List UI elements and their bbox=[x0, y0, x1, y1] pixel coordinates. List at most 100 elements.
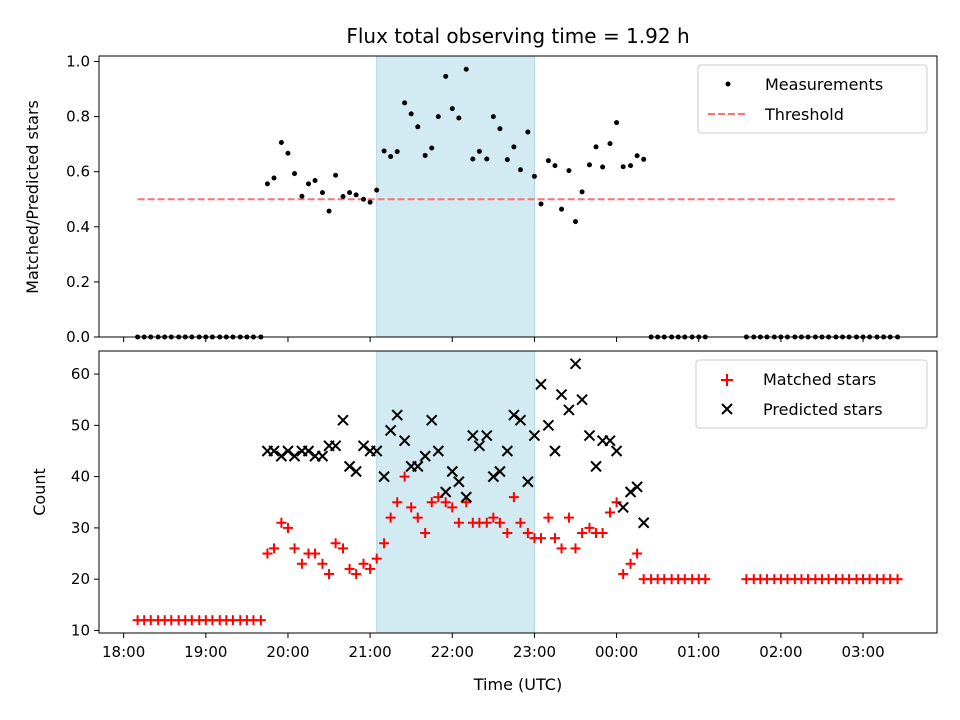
predicted-star-point bbox=[610, 445, 623, 457]
cross-bar bbox=[631, 481, 643, 493]
predicted-star-point bbox=[370, 445, 383, 457]
legend-measurements-label: Measurements bbox=[765, 75, 883, 94]
bottom-y-ticks: 10 20 30 40 50 60 bbox=[71, 365, 99, 639]
predicted-star-point bbox=[617, 501, 629, 514]
cross-bar bbox=[624, 486, 637, 498]
cross-bar bbox=[426, 414, 438, 426]
cross-bar bbox=[508, 409, 520, 421]
top-legend: Measurements Threshold bbox=[697, 64, 928, 134]
top-ylabel: Matched/Predicted stars bbox=[23, 100, 42, 294]
predicted-star-point bbox=[583, 429, 596, 442]
measurement-point bbox=[340, 194, 346, 199]
cross-bar bbox=[473, 440, 486, 452]
matched-star-point bbox=[358, 558, 369, 569]
cross-bar bbox=[610, 445, 623, 457]
cross-bar bbox=[494, 465, 506, 478]
predicted-star-point bbox=[439, 486, 452, 498]
measurement-point bbox=[607, 141, 613, 147]
matched-star-point bbox=[563, 512, 574, 523]
matched-star-point bbox=[406, 502, 417, 513]
bottom-legend-box bbox=[695, 359, 928, 429]
predicted-star-point bbox=[391, 409, 403, 421]
predicted-star-point bbox=[576, 394, 588, 406]
bottom-y-tick-label: 50 bbox=[71, 416, 90, 434]
measurement-point bbox=[634, 153, 640, 159]
measurement-point bbox=[641, 156, 647, 162]
matched-star-point bbox=[508, 492, 519, 503]
predicted-star-point bbox=[631, 481, 643, 493]
cross-bar bbox=[576, 394, 588, 406]
measurement-point bbox=[579, 189, 585, 195]
matched-star-point bbox=[338, 543, 349, 554]
cross-bar bbox=[481, 429, 493, 442]
chart-title: Flux total observing time = 1.92 h bbox=[346, 24, 689, 48]
matched-star-point bbox=[296, 558, 307, 569]
measurement-point bbox=[319, 190, 325, 196]
top-y-tick-label: 0.8 bbox=[66, 108, 90, 126]
matched-star-point bbox=[488, 512, 499, 523]
x-tick-label: 01:00 bbox=[677, 643, 720, 661]
matched-star-point bbox=[317, 558, 328, 569]
cross-bar bbox=[522, 476, 534, 488]
matched-star-point bbox=[577, 528, 588, 539]
bottom-legend: Matched stars Predicted stars bbox=[695, 359, 928, 429]
predicted-star-point bbox=[398, 435, 411, 447]
matched-star-point bbox=[494, 517, 505, 528]
legend-predicted-label: Predicted stars bbox=[763, 400, 883, 419]
predicted-star-point bbox=[419, 450, 431, 462]
matched-star-point bbox=[255, 615, 266, 626]
measurement-point bbox=[394, 149, 400, 155]
matched-star-point bbox=[453, 517, 464, 528]
cross-bar bbox=[487, 470, 500, 483]
measurement-point bbox=[600, 164, 606, 170]
predicted-star-point bbox=[528, 429, 541, 442]
cross-bar bbox=[384, 424, 397, 437]
predicted-star-point bbox=[549, 445, 561, 457]
cross-bar bbox=[337, 414, 349, 426]
predicted-star-point bbox=[432, 445, 445, 457]
matched-star-point bbox=[392, 497, 403, 508]
legend-matched-label: Matched stars bbox=[763, 370, 876, 389]
cross-bar bbox=[316, 450, 329, 462]
predicted-star-point bbox=[535, 378, 547, 391]
measurement-point bbox=[306, 181, 311, 187]
cross-bar bbox=[370, 445, 383, 457]
cross-bar bbox=[282, 445, 294, 457]
cross-bar bbox=[555, 388, 568, 401]
measurement-point bbox=[517, 167, 523, 173]
predicted-star-point bbox=[604, 435, 616, 447]
matched-star-point bbox=[536, 533, 547, 544]
matched-star-point bbox=[447, 502, 458, 513]
matched-star-point bbox=[420, 528, 431, 539]
cross-bar bbox=[453, 476, 465, 488]
matched-star-point bbox=[892, 574, 903, 585]
predicted-star-point bbox=[473, 440, 486, 452]
matched-star-point bbox=[461, 497, 472, 508]
predicted-star-point bbox=[590, 460, 602, 473]
top-y-tick-label: 0.4 bbox=[66, 218, 90, 236]
measurement-point bbox=[620, 164, 626, 170]
cross-bar bbox=[590, 460, 602, 473]
measurement-point bbox=[361, 196, 367, 202]
matched-star-point bbox=[522, 528, 533, 539]
cross-bar bbox=[542, 419, 555, 432]
matched-star-point bbox=[371, 553, 382, 564]
measurement-point bbox=[388, 154, 394, 160]
measurement-point bbox=[326, 208, 332, 214]
measurement-point bbox=[463, 66, 469, 72]
predicted-star-point bbox=[494, 465, 506, 478]
matched-star-point bbox=[570, 543, 581, 554]
measurement-point bbox=[628, 163, 634, 169]
matched-star-point bbox=[618, 569, 629, 580]
x-tick-label: 19:00 bbox=[184, 643, 227, 661]
measurement-point bbox=[299, 193, 305, 199]
bottom-x-ticks: 18:00 19:00 20:00 21:00 22:00 23:00 00:00 01:00… bbox=[102, 633, 885, 661]
x-tick-label: 18:00 bbox=[102, 643, 145, 661]
matched-star-point bbox=[365, 563, 376, 574]
matched-star-point bbox=[543, 512, 554, 523]
matched-star-point bbox=[282, 522, 293, 533]
measurement-point bbox=[312, 178, 318, 184]
measurement-point bbox=[367, 199, 373, 205]
cross-bar bbox=[412, 460, 424, 473]
cross-bar bbox=[549, 445, 561, 457]
